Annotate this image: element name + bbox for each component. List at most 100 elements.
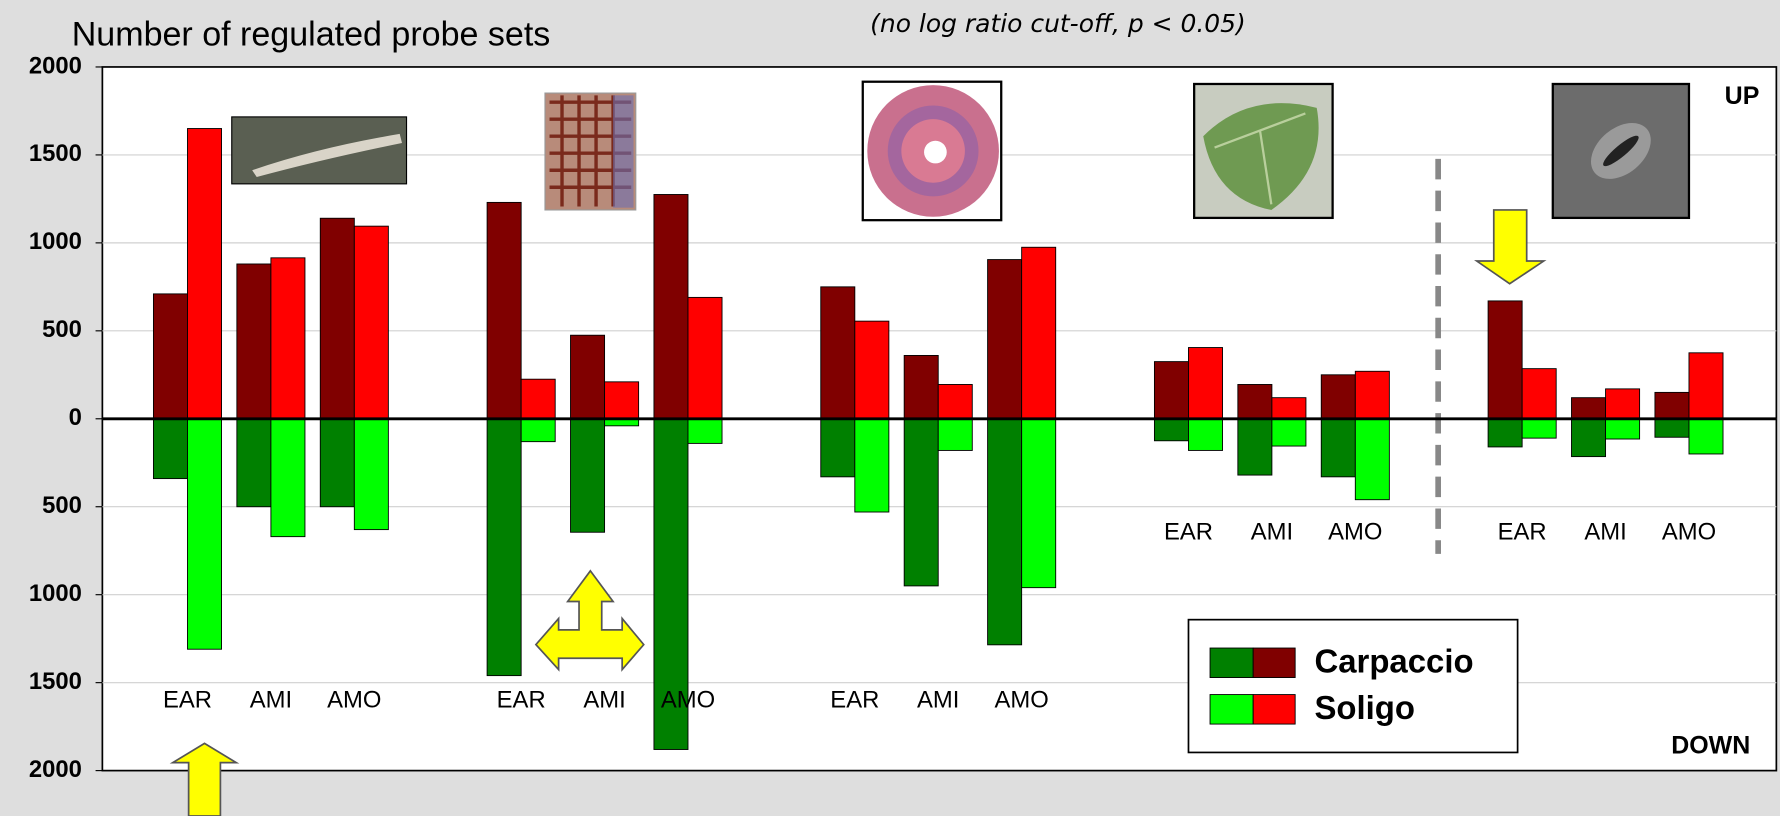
bar xyxy=(1571,397,1607,420)
bar xyxy=(520,378,556,420)
y-tick-label: 2000 xyxy=(29,52,82,79)
bar xyxy=(1354,370,1390,420)
legend-box xyxy=(1187,618,1519,754)
y-tick-label: 1000 xyxy=(29,580,82,607)
bar xyxy=(1521,418,1557,439)
bar xyxy=(1571,418,1607,458)
bar xyxy=(1237,384,1273,420)
bar xyxy=(152,293,188,420)
bar xyxy=(1271,418,1307,447)
bar xyxy=(1153,361,1189,420)
photo-stem xyxy=(861,80,1003,222)
bars xyxy=(152,128,1724,750)
y-tick-label: 1500 xyxy=(29,140,82,167)
bar xyxy=(270,257,306,420)
bar xyxy=(1188,418,1223,451)
down-label: DOWN xyxy=(1671,731,1750,759)
legend-swatch xyxy=(1252,694,1296,725)
bar xyxy=(570,334,606,420)
bar xyxy=(1521,368,1557,420)
bar xyxy=(1021,246,1057,420)
bar xyxy=(903,418,939,587)
photo-stomata xyxy=(1551,82,1691,220)
bar xyxy=(1188,347,1223,420)
bar xyxy=(1688,418,1724,455)
x-tick-label: EAR xyxy=(830,687,879,714)
bar xyxy=(1320,418,1356,478)
legend-label: Soligo xyxy=(1314,689,1415,726)
photo-wood xyxy=(544,92,637,211)
legend-label: Carpaccio xyxy=(1314,643,1473,680)
arrow xyxy=(534,569,645,672)
bar xyxy=(1153,418,1189,442)
bar xyxy=(1271,397,1307,420)
x-tick-label: AMI xyxy=(250,687,292,714)
photo-root xyxy=(231,116,408,185)
bar xyxy=(486,201,522,420)
x-tick-label: AMI xyxy=(1251,519,1293,546)
legend-swatch xyxy=(1209,694,1254,725)
bar xyxy=(1487,300,1523,420)
chart-subtitle: (no log ratio cut-off, p < 0.05) xyxy=(870,9,1246,38)
bar xyxy=(987,418,1023,646)
bar xyxy=(486,418,522,677)
bar xyxy=(937,384,973,420)
bar xyxy=(1688,352,1724,420)
bar xyxy=(1320,374,1356,420)
legend-items: Carpaccio Soligo xyxy=(1209,643,1474,726)
bar xyxy=(1605,418,1641,440)
bar xyxy=(903,354,939,420)
bar xyxy=(604,381,640,420)
y-tick-label: 500 xyxy=(42,316,82,343)
bar xyxy=(854,320,890,420)
bar xyxy=(1605,388,1641,420)
bar xyxy=(236,263,272,420)
x-tick-label: AMO xyxy=(1328,519,1382,546)
y-tick-label: 2000 xyxy=(29,756,82,783)
bar xyxy=(854,418,890,513)
bar xyxy=(353,225,389,420)
bar xyxy=(187,128,222,420)
x-tick-label: AMI xyxy=(1584,519,1626,546)
bar xyxy=(1487,418,1523,448)
bar xyxy=(187,418,222,650)
x-tick-label: EAR xyxy=(497,687,546,714)
bar xyxy=(1354,418,1390,501)
x-tick-label: AMO xyxy=(995,687,1049,714)
bar xyxy=(1237,418,1273,476)
x-tick-label: EAR xyxy=(163,687,212,714)
bar xyxy=(353,418,389,531)
bar xyxy=(236,418,272,508)
bar xyxy=(319,418,355,508)
up-label: UP xyxy=(1725,82,1760,110)
y-tick-label: 0 xyxy=(69,404,82,431)
bar xyxy=(1021,418,1057,589)
photo-leaf xyxy=(1193,82,1334,220)
bar xyxy=(520,418,556,443)
x-tick-label: AMO xyxy=(327,687,381,714)
bar xyxy=(570,418,606,533)
bar xyxy=(152,418,188,480)
arrow xyxy=(169,742,240,816)
x-tick-label: AMI xyxy=(583,687,625,714)
chart-title: Number of regulated probe sets xyxy=(72,15,551,53)
legend-swatch xyxy=(1209,647,1254,678)
bar xyxy=(820,418,856,478)
x-tick-label: AMO xyxy=(661,687,715,714)
y-tick-label: 1500 xyxy=(29,668,82,695)
bar xyxy=(1654,391,1690,420)
y-tick-label: 500 xyxy=(42,492,82,519)
bar xyxy=(687,418,723,444)
bar xyxy=(653,418,689,750)
bar xyxy=(1654,418,1690,438)
x-tick-label: EAR xyxy=(1164,519,1213,546)
x-tick-label: EAR xyxy=(1498,519,1547,546)
arrow xyxy=(1474,209,1547,285)
bar xyxy=(653,194,689,420)
bar xyxy=(270,418,306,538)
bar xyxy=(987,259,1023,420)
legend-swatch xyxy=(1252,647,1296,678)
legend xyxy=(1187,618,1519,754)
